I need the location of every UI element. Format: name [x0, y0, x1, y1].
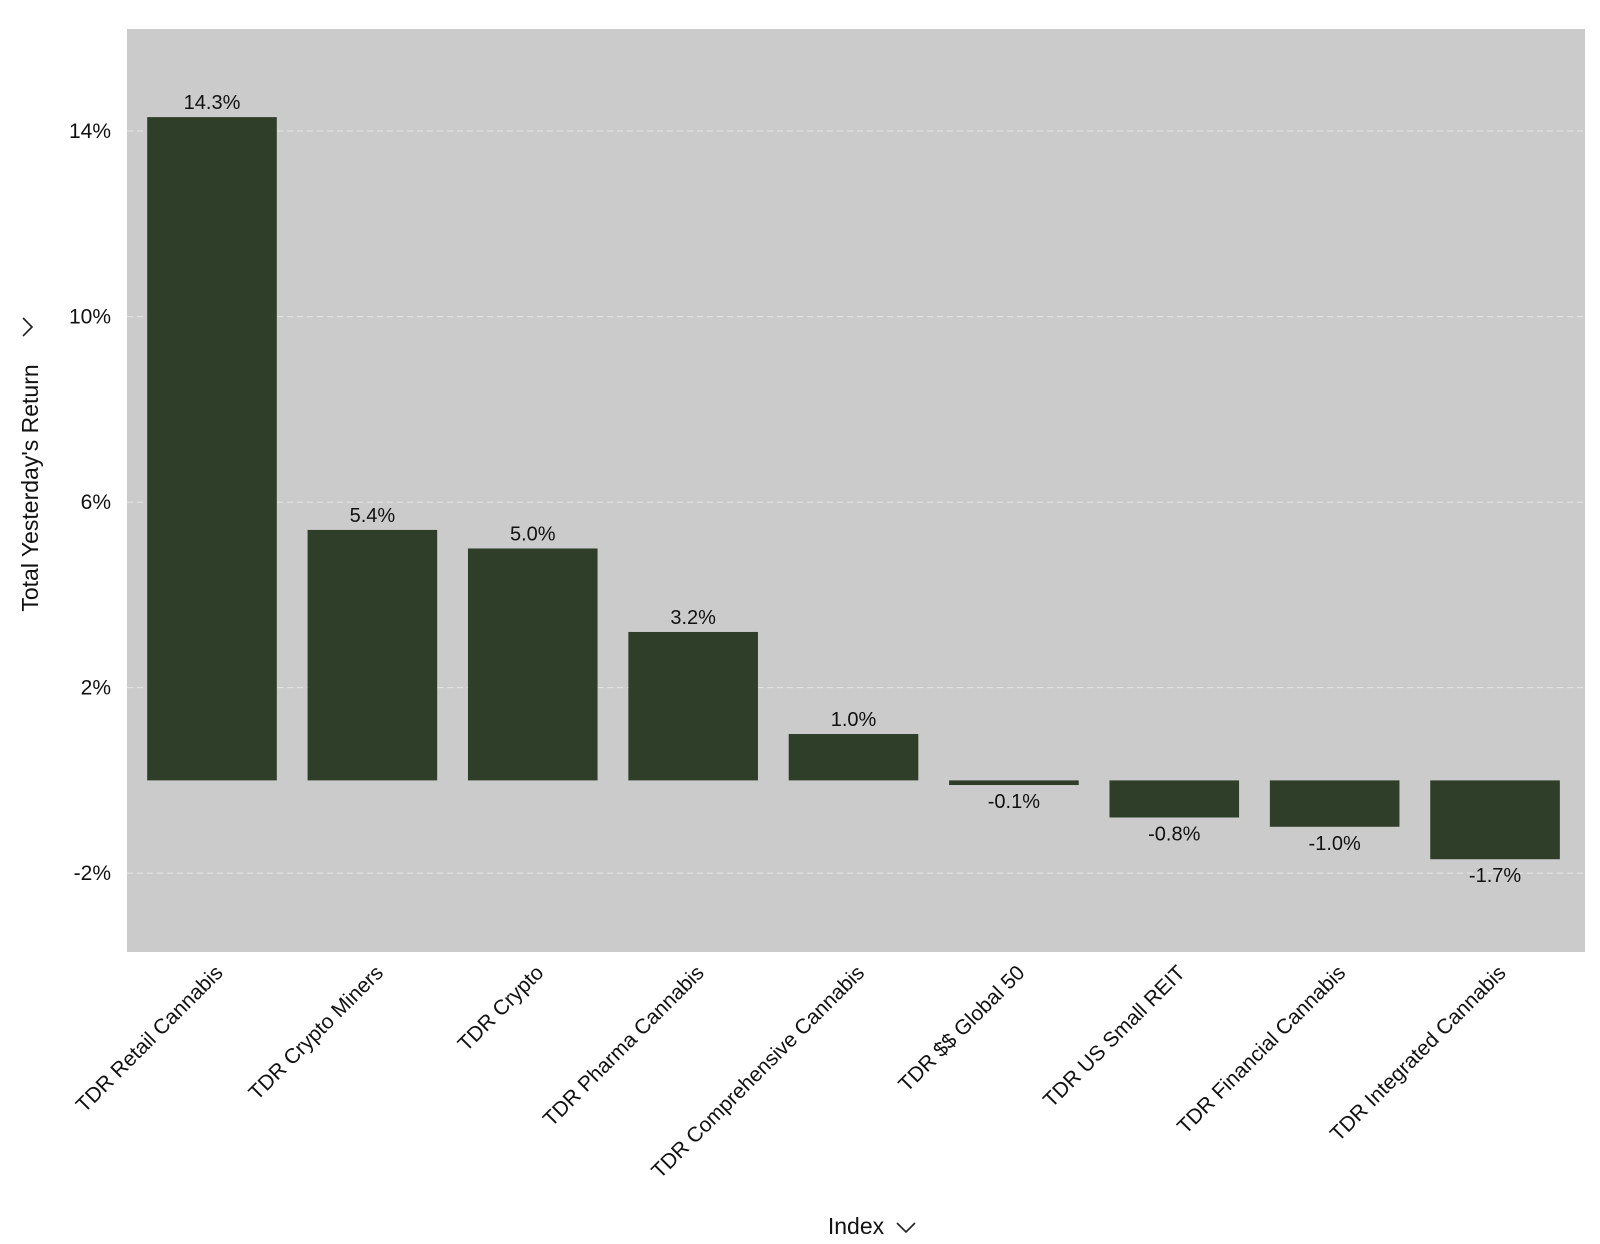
bar[interactable] [1109, 780, 1240, 818]
y-axis-title-text: Total Yesterday's Return [17, 364, 43, 611]
x-tick-label: TDR Integrated Cannabis [1326, 961, 1511, 1146]
bar-value-label: 5.4% [350, 505, 396, 527]
x-tick-label: TDR $$ Global 50 [894, 961, 1029, 1096]
x-tick-label: TDR US Small REIT [1039, 961, 1190, 1112]
bar[interactable] [147, 117, 277, 781]
y-tick-label: 2% [81, 677, 111, 700]
x-axis-title[interactable]: Index [828, 1213, 916, 1239]
bars [147, 117, 1560, 860]
bar-value-label: -1.7% [1469, 865, 1521, 887]
x-tick-label: TDR Crypto [454, 961, 549, 1056]
bar-value-label: -1.0% [1309, 833, 1361, 855]
bar-value-label: 1.0% [831, 709, 877, 731]
x-tick-label: TDR Financial Cannabis [1173, 961, 1350, 1138]
bar-value-label: -0.8% [1148, 823, 1200, 845]
y-axis-ticks: 14% 10% 6% 2% -2% [69, 120, 111, 885]
x-axis-title-text: Index [828, 1213, 885, 1239]
data-labels: 14.3% 5.4% 5.0% 3.2% 1.0% -0.1% -0.8% -1.0% -1.7… [184, 92, 1522, 887]
bar[interactable] [628, 631, 758, 781]
x-tick-label: TDR Retail Cannabis [72, 961, 228, 1117]
chevron-down-icon[interactable] [896, 1222, 916, 1234]
x-tick-label: TDR Pharma Cannabis [539, 961, 709, 1131]
y-tick-label: 10% [69, 306, 111, 329]
bar[interactable] [1430, 780, 1560, 860]
bar-value-label: 5.0% [510, 523, 556, 545]
y-tick-label: 6% [81, 491, 111, 514]
bar[interactable] [949, 780, 1079, 786]
y-tick-label: -2% [74, 862, 111, 885]
bar-value-label: 14.3% [184, 92, 241, 114]
x-axis-tick-labels: TDR Retail Cannabis TDR Crypto Miners TDR … [72, 961, 1511, 1183]
bar[interactable] [307, 529, 438, 781]
bar-value-label: 3.2% [670, 607, 716, 629]
bar[interactable] [1269, 780, 1400, 827]
bar-value-label: -0.1% [988, 791, 1040, 813]
y-tick-label: 14% [69, 120, 111, 143]
y-axis-title[interactable]: Total Yesterday's Return [17, 317, 43, 612]
chevron-down-icon[interactable] [22, 317, 34, 337]
x-tick-label: TDR Crypto Miners [245, 961, 388, 1104]
bar[interactable] [788, 734, 919, 781]
bar[interactable] [467, 548, 598, 781]
